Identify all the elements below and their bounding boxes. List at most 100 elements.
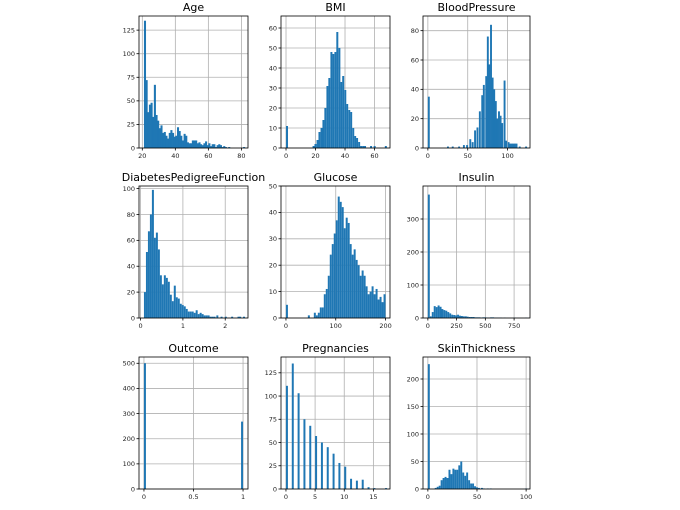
x-tick-label: 0	[284, 493, 288, 501]
histogram-bar	[480, 487, 483, 489]
y-tick-label: 60	[411, 56, 419, 64]
histogram-bar	[173, 136, 176, 148]
histogram-bar	[218, 144, 221, 148]
axes-frame	[138, 15, 249, 149]
histogram-bar	[200, 144, 203, 148]
y-tick-label: 0	[131, 314, 135, 322]
histogram-bar	[353, 249, 356, 318]
histogram-bar	[439, 306, 442, 318]
y-tick-label: 100	[407, 430, 419, 438]
y-tick-label: 30	[269, 84, 277, 92]
y-tick-label: 500	[123, 360, 135, 368]
histogram-bar	[316, 140, 319, 148]
histogram-bar	[457, 314, 460, 318]
histogram-bar	[342, 76, 345, 148]
histogram-bar	[152, 116, 155, 148]
histogram-bar	[493, 89, 496, 148]
histogram-bar	[285, 304, 288, 318]
subplot-title: DiabetesPedigreeFunction	[122, 171, 265, 184]
histogram-bar	[314, 144, 317, 148]
x-tick-label: 0	[142, 493, 146, 501]
histogram-bar	[444, 476, 447, 489]
histogram-bar	[456, 469, 459, 489]
histogram-bar	[241, 421, 244, 489]
x-tick-label: 80	[237, 152, 245, 160]
histogram-bar	[190, 143, 193, 148]
subplot-age: 20 40 60 80 0 25 50 75 100 125 Age	[123, 1, 249, 160]
histogram-bar	[201, 145, 204, 148]
histogram-bar	[176, 127, 180, 148]
subplot-title: Age	[183, 1, 205, 14]
x-tick-label: 0	[138, 322, 142, 330]
histogram-bar	[471, 142, 474, 148]
x-tick-label: 50	[473, 493, 481, 501]
histogram-bar	[346, 104, 349, 148]
histogram-bar	[223, 146, 226, 148]
x-tick-label: 15	[369, 493, 377, 501]
histogram-bar	[172, 132, 175, 148]
x-tick-label: 0	[426, 322, 430, 330]
y-tick-label: 10	[269, 288, 277, 296]
histogram-bar	[326, 447, 329, 489]
histogram-bar	[334, 52, 337, 148]
histogram-bar	[341, 207, 344, 318]
histogram-bar	[482, 84, 485, 148]
y-tick-label: 0	[273, 485, 277, 493]
histogram-bar	[332, 54, 335, 148]
histogram-bar	[161, 284, 164, 318]
histogram-bar	[490, 24, 492, 148]
histogram-bar	[338, 462, 341, 489]
histogram-bar	[185, 135, 188, 148]
histogram-bar	[355, 259, 358, 318]
histogram-bar	[327, 275, 330, 318]
histogram-bar	[446, 146, 449, 148]
axes-frame	[422, 15, 531, 149]
histogram-bar	[175, 135, 178, 148]
histogram-bar	[518, 146, 521, 148]
histogram-bar	[206, 145, 209, 148]
histogram-bar	[221, 147, 224, 148]
histogram-bar	[459, 315, 461, 318]
histogram-bar	[147, 231, 150, 318]
subplot-skin-thickness: 0 50 100 0 50 100 150 200 SkinThickness	[407, 342, 533, 501]
histogram-bar	[208, 143, 211, 148]
subplot-blood-pressure: 0 50 100 0 20 40 60 80 BloodPressure	[411, 1, 531, 160]
histogram-bar	[351, 254, 354, 318]
histogram-bar	[143, 292, 146, 318]
histogram-bar	[323, 294, 326, 318]
histogram-bar	[477, 487, 480, 489]
subplot-outcome: 0 0.5 1 0 100 200 300 400 500 Outcome	[123, 342, 249, 501]
histogram-bar	[385, 488, 388, 489]
histogram-bar	[150, 102, 153, 148]
x-tick-label: 0	[426, 152, 430, 160]
x-tick-label: 40	[171, 152, 179, 160]
histogram-bar	[177, 298, 180, 318]
axes-frame	[280, 356, 391, 490]
histogram-bar	[485, 76, 488, 148]
histogram-bar	[474, 130, 477, 148]
histogram-bar	[499, 115, 502, 148]
histogram-bar	[339, 201, 342, 318]
histogram-bar	[213, 316, 216, 318]
histogram-bar	[199, 312, 202, 318]
x-tick-label: 1	[181, 322, 185, 330]
y-tick-label: 200	[407, 375, 419, 383]
histogram-bar	[183, 306, 186, 318]
histogram-bar	[442, 478, 445, 489]
histogram-bar	[328, 78, 331, 148]
histogram-bar	[205, 315, 208, 318]
y-tick-label: 300	[407, 215, 419, 223]
histogram-bar	[319, 307, 322, 318]
y-tick-label: 0	[415, 144, 419, 152]
histogram-bar	[503, 80, 506, 148]
histogram-bar	[344, 466, 347, 489]
histogram-bar	[224, 147, 227, 148]
histogram-bar	[466, 472, 469, 489]
histogram-bar	[451, 146, 454, 148]
y-tick-label: 20	[269, 104, 277, 112]
histogram-bar	[175, 297, 178, 318]
x-tick-label: 20	[311, 152, 319, 160]
histogram-bar	[181, 140, 185, 148]
histogram-bar	[312, 146, 315, 148]
y-tick-label: 125	[265, 369, 277, 377]
